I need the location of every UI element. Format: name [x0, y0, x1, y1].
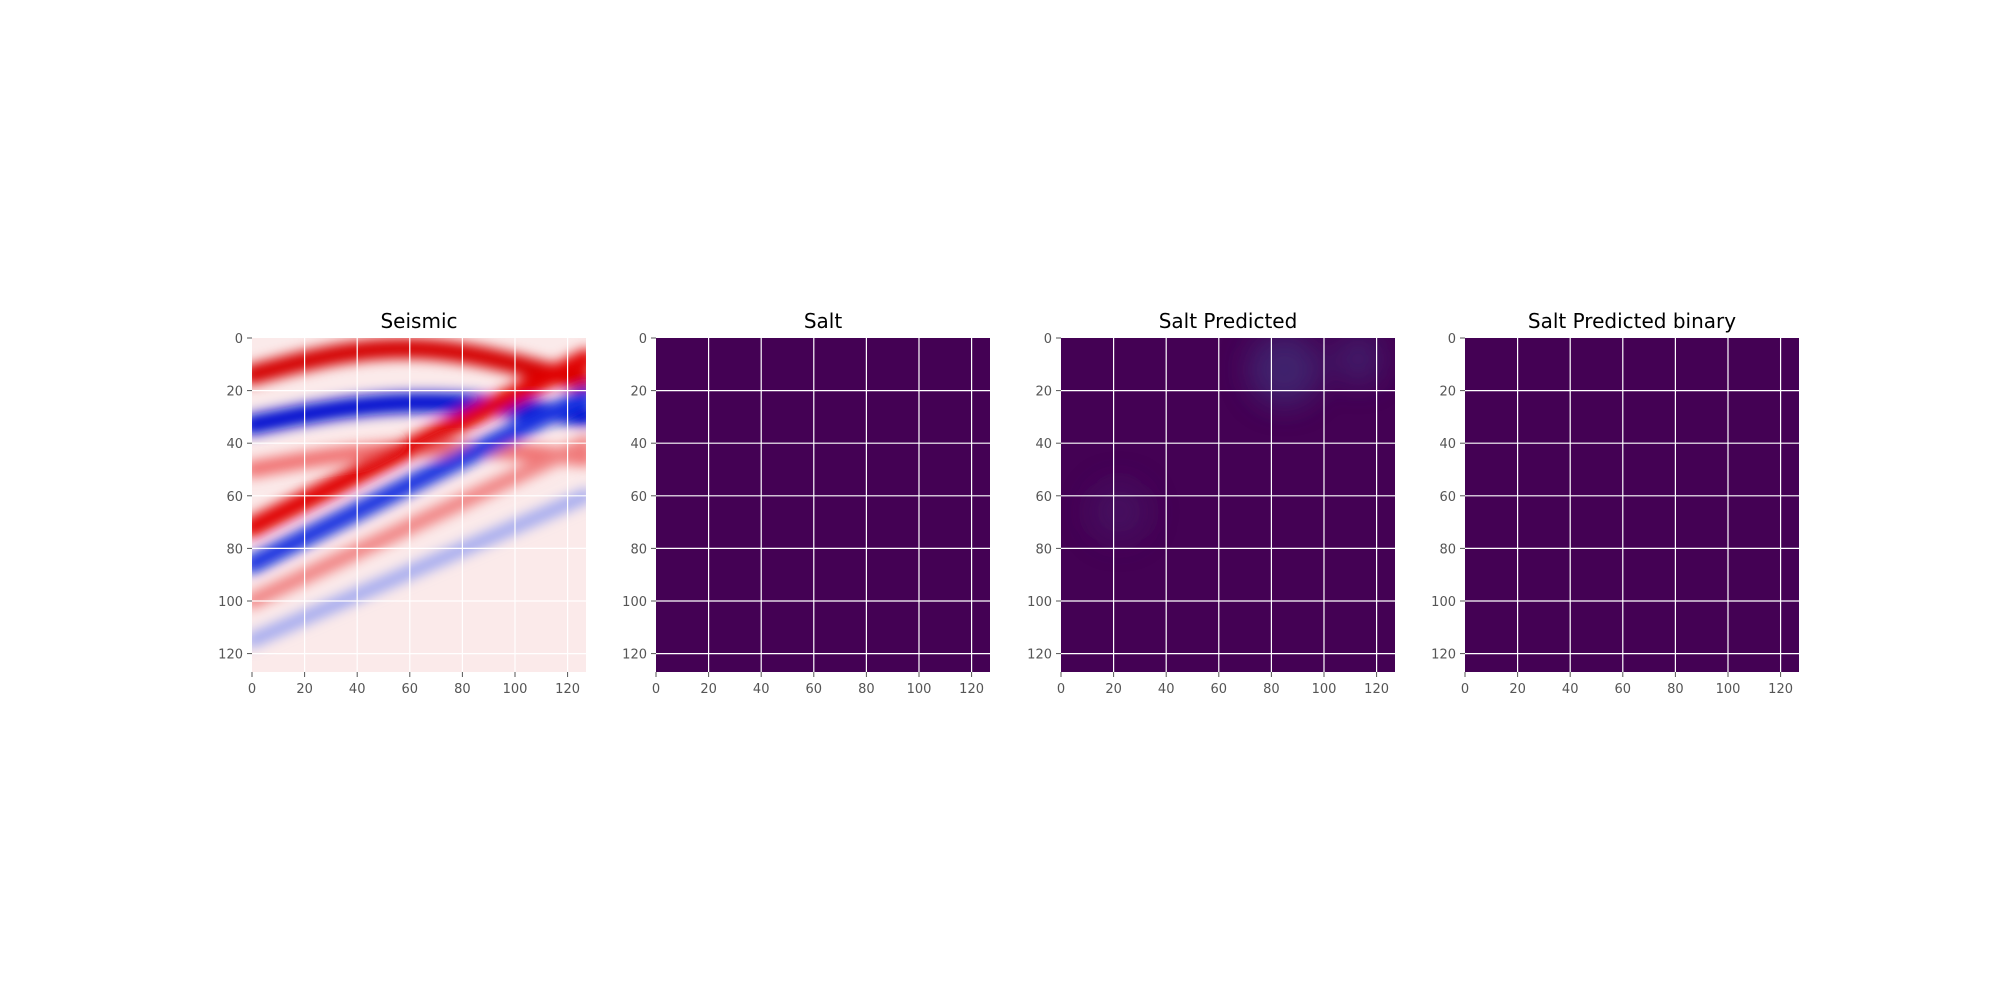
y-tick-label: 100: [218, 595, 243, 610]
y-tick-label: 0: [639, 332, 647, 347]
panel-title-salt: Salt: [804, 309, 843, 333]
salt-panel: 0 20 40 60 80 100 120 0 20 40 60 80 100 120 Salt: [622, 309, 990, 697]
x-tick-label: 20: [700, 682, 717, 697]
x-tick-label: 60: [402, 682, 419, 697]
prediction-highlight-2: [1087, 480, 1150, 543]
y-tick-label: 60: [226, 490, 243, 505]
x-tick-label: 120: [1364, 682, 1389, 697]
x-tick-label: 20: [296, 682, 313, 697]
x-tick-label: 60: [1615, 682, 1632, 697]
x-tick-label: 120: [555, 682, 580, 697]
y-tick-label: 0: [1448, 332, 1456, 347]
y-tick-label: 100: [1027, 595, 1052, 610]
x-tick-label: 100: [503, 682, 528, 697]
y-tick-label: 20: [226, 385, 243, 400]
y-tick-label: 80: [1439, 542, 1456, 557]
x-tick-label: 60: [1211, 682, 1228, 697]
y-tick-label: 60: [1439, 490, 1456, 505]
y-tick-label: 0: [1044, 332, 1052, 347]
y-tick-label: 0: [235, 332, 243, 347]
y-tick-label: 80: [1035, 542, 1052, 557]
x-tick-label: 40: [1158, 682, 1175, 697]
x-tick-label: 120: [959, 682, 984, 697]
x-tick-label: 80: [858, 682, 875, 697]
x-tick-label: 0: [652, 682, 660, 697]
image-area: [656, 338, 990, 672]
x-tick-label: 0: [1057, 682, 1065, 697]
x-tick-label: 100: [1312, 682, 1337, 697]
x-tick-label: 40: [1562, 682, 1579, 697]
y-tick-label: 20: [630, 385, 647, 400]
x-tick-label: 80: [1667, 682, 1684, 697]
x-tick-label: 80: [454, 682, 471, 697]
mask-fill: [656, 338, 990, 672]
prediction-highlight-0: [1248, 333, 1322, 407]
seismic-panel: 0 20 40 60 80 100 120 0 20 40 60 80 100 120 Seismic: [218, 309, 586, 697]
panel-title-seismic: Seismic: [380, 309, 457, 333]
y-tick-label: 100: [1431, 595, 1456, 610]
y-tick-label: 120: [1431, 648, 1456, 663]
x-tick-label: 60: [806, 682, 823, 697]
y-tick-label: 40: [1439, 437, 1456, 452]
y-tick-label: 120: [1027, 648, 1052, 663]
y-tick-label: 40: [1035, 437, 1052, 452]
y-tick-label: 80: [630, 542, 647, 557]
x-tick-label: 20: [1509, 682, 1526, 697]
panel-title-salt-predicted: Salt Predicted: [1159, 309, 1298, 333]
image-area: [252, 338, 586, 672]
y-tick-label: 40: [630, 437, 647, 452]
y-tick-label: 40: [226, 437, 243, 452]
image-area: [1061, 333, 1395, 672]
panel-title-salt-predicted-binary: Salt Predicted binary: [1528, 309, 1736, 333]
x-tick-label: 40: [349, 682, 366, 697]
y-tick-label: 60: [1035, 490, 1052, 505]
x-tick-label: 100: [907, 682, 932, 697]
y-tick-label: 80: [226, 542, 243, 557]
y-tick-label: 20: [1439, 385, 1456, 400]
y-tick-label: 60: [630, 490, 647, 505]
y-tick-label: 120: [218, 648, 243, 663]
salt-predicted-binary-panel: 0 20 40 60 80 100 120 0 20 40 60 80 100 120 Salt Predi…: [1431, 309, 1799, 697]
mask-fill: [1465, 338, 1799, 672]
x-tick-label: 40: [753, 682, 770, 697]
image-area: [1465, 338, 1799, 672]
y-tick-label: 100: [622, 595, 647, 610]
x-tick-label: 0: [1461, 682, 1469, 697]
salt-predicted-panel: 0 20 40 60 80 100 120 0 20 40 60 80 100 120 Salt Predi…: [1027, 309, 1395, 697]
x-tick-label: 100: [1716, 682, 1741, 697]
x-tick-label: 80: [1263, 682, 1280, 697]
x-tick-label: 0: [248, 682, 256, 697]
y-tick-label: 20: [1035, 385, 1052, 400]
x-tick-label: 20: [1105, 682, 1122, 697]
y-tick-label: 120: [622, 648, 647, 663]
x-tick-label: 120: [1768, 682, 1793, 697]
